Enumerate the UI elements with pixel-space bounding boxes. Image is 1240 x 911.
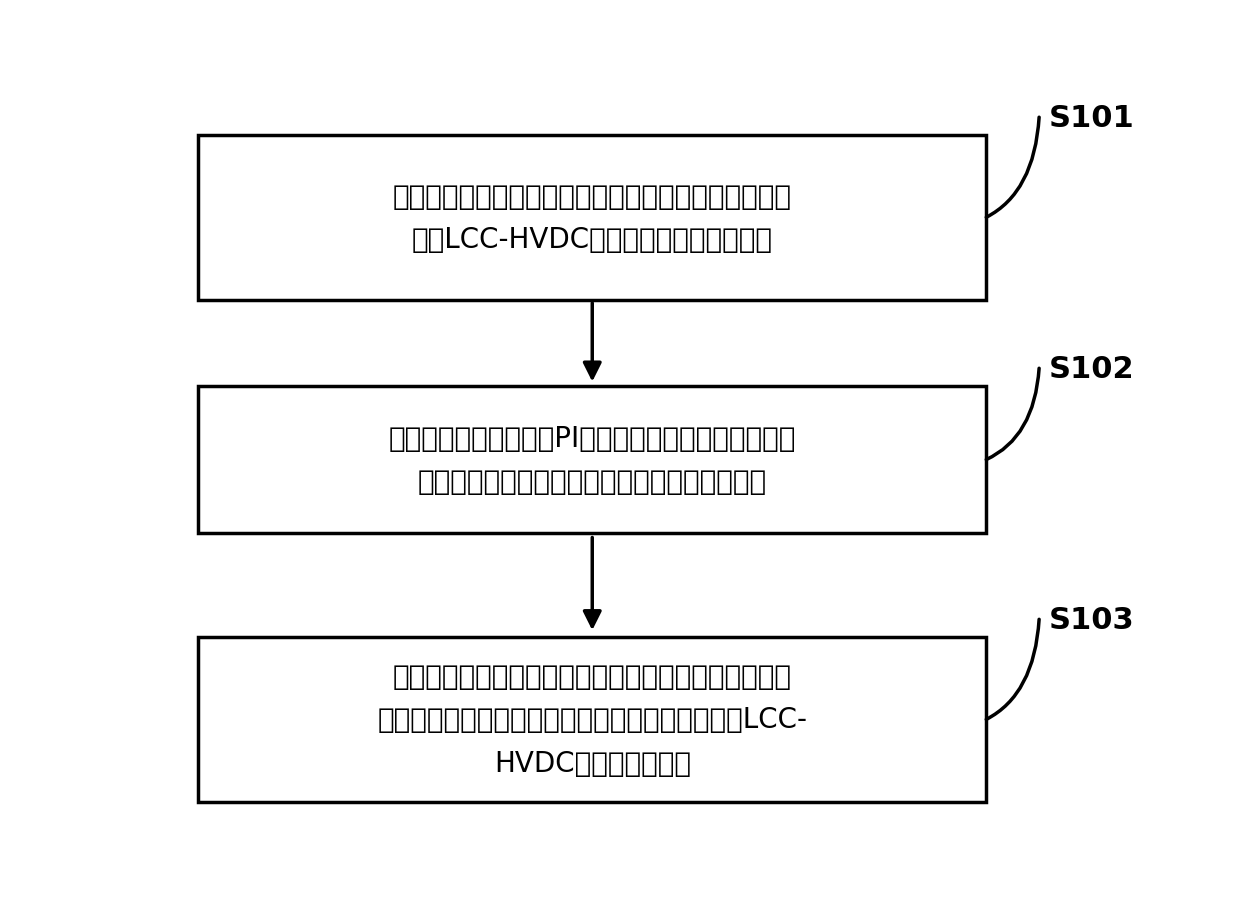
Text: S102: S102 bbox=[1049, 354, 1135, 384]
Text: S101: S101 bbox=[1049, 104, 1135, 133]
Text: 将关断角偏差依次经过PI环节和限幅环节，得到电压偏
差，并根据电压偏差计算同步调相机控制输入量: 将关断角偏差依次经过PI环节和限幅环节，得到电压偏 差，并根据电压偏差计算同步调… bbox=[388, 425, 796, 496]
Text: 通过故障判断模块判断交流系统是否发生故障，若是则
根据LCC-HVDC的关断角计算关断角偏差: 通过故障判断模块判断交流系统是否发生故障，若是则 根据LCC-HVDC的关断角计… bbox=[393, 182, 792, 253]
Text: S103: S103 bbox=[1049, 605, 1135, 634]
Bar bbox=[198, 386, 986, 534]
Text: 根据同步调相机控制输入量确定同步调相机的励磁电压
，并根据同步调相机的励磁电压实现同步调相机和LCC-
HVDC之间的协调控制: 根据同步调相机控制输入量确定同步调相机的励磁电压 ，并根据同步调相机的励磁电压实… bbox=[377, 662, 807, 777]
Bar bbox=[198, 637, 986, 802]
Bar bbox=[198, 136, 986, 301]
